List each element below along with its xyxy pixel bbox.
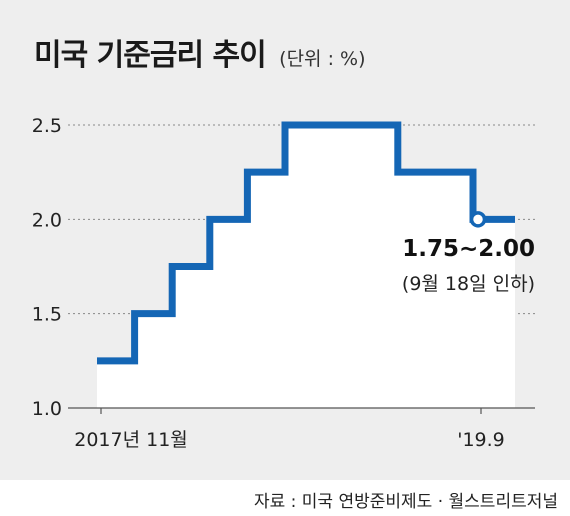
source-note: 자료 : 미국 연방준비제도 · 월스트리트저널 xyxy=(253,492,558,512)
x-tick-label: '19.9 xyxy=(457,429,505,451)
data-point-marker xyxy=(469,211,487,228)
series-line-group xyxy=(97,121,515,365)
area-fill xyxy=(97,125,515,408)
chart-title-text: 미국 기준금리 추이 xyxy=(34,38,267,73)
x-tick-label: 2017년 11월 xyxy=(74,429,188,451)
annotation-value: 1.75~2.00 xyxy=(402,236,535,262)
y-tick-label: 1.5 xyxy=(32,304,62,326)
tick-labels: 1.0 1.5 2.0 2.5 2017년 11월 '19.9 xyxy=(32,115,505,451)
annotation-note: (9월 18일 인하) xyxy=(402,273,535,295)
y-tick-label: 2.0 xyxy=(32,209,62,231)
chart-title: 미국 기준금리 추이 (단위 : %) xyxy=(34,30,365,74)
annotation: 1.75~2.00 (9월 18일 인하) xyxy=(402,211,535,295)
rate-chart: 1.0 1.5 2.0 2.5 2017년 11월 '19.9 1.75~2.00 (9월 … xyxy=(32,115,535,451)
area-under-line xyxy=(97,125,515,408)
axes xyxy=(68,407,535,414)
y-tick-label: 1.0 xyxy=(32,398,62,420)
series-line xyxy=(97,121,515,365)
unit-label: (단위 : %) xyxy=(279,48,366,70)
y-tick-label: 2.5 xyxy=(32,115,62,137)
